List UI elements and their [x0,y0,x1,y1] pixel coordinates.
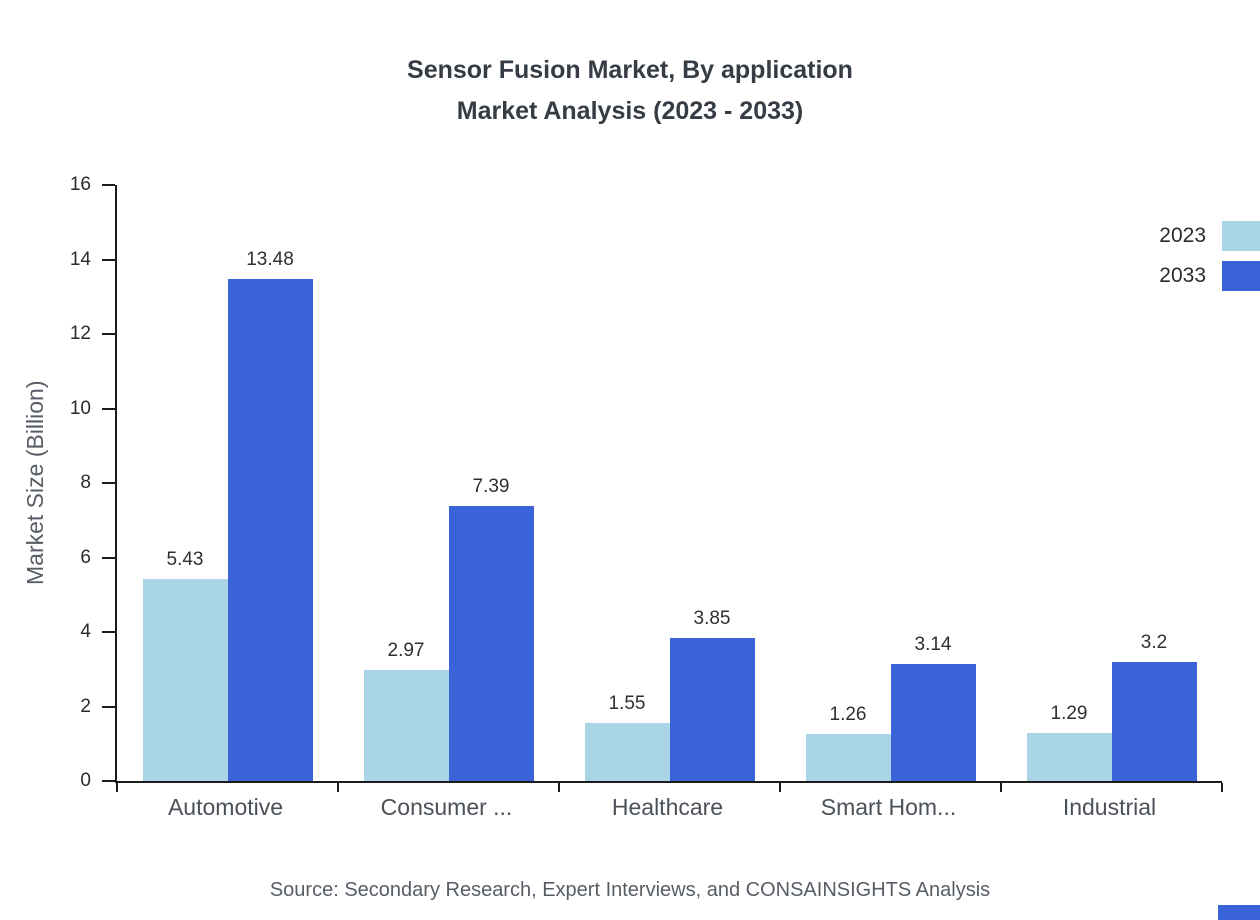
chart-title-line2: Market Analysis (2023 - 2033) [456,97,804,125]
y-axis-tick [102,184,115,186]
x-axis-tick [1000,783,1002,792]
bar-2023: 1.26 [805,704,891,781]
y-axis-tick-label: 10 [69,397,91,419]
bar-value-label: 1.29 [1050,702,1088,724]
bar-2033: 3.2 [1111,632,1197,781]
bar-value-label: 7.39 [472,475,510,497]
bar-value-label: 5.43 [166,548,204,570]
x-category-label: Consumer ... [380,794,513,820]
legend-item-2023: 2023 [1159,221,1260,251]
y-axis-tick-label: 16 [69,174,91,195]
y-axis-tick [102,407,115,410]
bar-value-label: 1.55 [608,693,646,715]
y-axis-tick [102,780,115,782]
bar-2023: 1.29 [1026,703,1112,781]
y-axis-tick-label: 2 [80,695,91,717]
bar-2033: 13.48 [227,249,313,781]
x-category-label: Healthcare [611,794,724,820]
bar-value-label: 3.14 [914,634,952,656]
bar-value-label: 1.26 [829,704,867,726]
x-axis-labels: Automotive Consumer ... Healthcare Smart Ho… [115,794,1220,821]
watermark-fragment [1218,905,1260,920]
chart-title-line1: Sensor Fusion Market, By application [407,56,853,84]
y-axis-tick [102,705,115,708]
legend-label: 2023 [1159,224,1206,247]
plot-area: 5.43 13.48 2.97 7.39 1.55 3.85 1.26 3.14 1.29 3.2 [115,185,1223,792]
bar-group: 1.26 3.14 [780,185,1001,781]
bar-value-label: 3.85 [693,607,731,629]
legend: 2023 2033 [1159,221,1260,291]
y-axis-tick-label: 14 [69,248,91,270]
y-axis-tick-label: 12 [69,323,91,344]
x-category-label: Smart Hom... [820,794,957,820]
bar-2023: 1.55 [584,693,670,781]
y-axis-tick [102,556,115,559]
legend-swatch [1222,221,1260,251]
bar-2033: 3.85 [669,608,755,781]
bar-2033: 7.39 [448,476,534,781]
y-axis-tick [102,333,115,335]
y-axis-tick-label: 4 [80,621,91,642]
bar-group: 1.29 3.2 [1001,185,1222,781]
x-axis-tick [779,783,781,792]
bar-group: 2.97 7.39 [338,185,559,781]
legend-swatch [1222,261,1260,291]
x-category-label: Industrial [1062,794,1157,820]
y-axis-tick-label: 0 [80,770,91,791]
bar-group: 5.43 13.48 [117,185,338,781]
bar-2023: 5.43 [142,549,228,781]
bar-2023: 2.97 [363,640,449,781]
y-axis-tick [102,258,115,261]
legend-label: 2033 [1159,264,1206,287]
y-axis-tick-label: 8 [80,472,91,493]
bar-value-label: 3.2 [1140,631,1168,653]
chart-title: Sensor Fusion Market, By application Mar… [0,50,1260,132]
y-axis-tick [102,482,115,484]
y-axis-tick-label: 6 [80,546,91,568]
x-axis-tick [116,783,118,792]
source-note: Source: Secondary Research, Expert Inter… [269,879,991,901]
x-axis-tick [337,783,339,792]
y-axis-tick [102,631,115,633]
legend-item-2033: 2033 [1159,261,1260,291]
y-axis: 0 2 4 6 8 10 12 14 16 [0,174,115,791]
x-axis-tick [558,783,560,792]
bar-group: 1.55 3.85 [559,185,780,781]
x-category-label: Automotive [167,794,284,820]
x-axis-tick [1221,783,1223,792]
bar-2033: 3.14 [890,634,976,781]
bar-value-label: 2.97 [387,640,425,662]
bar-value-label: 13.48 [246,248,294,270]
